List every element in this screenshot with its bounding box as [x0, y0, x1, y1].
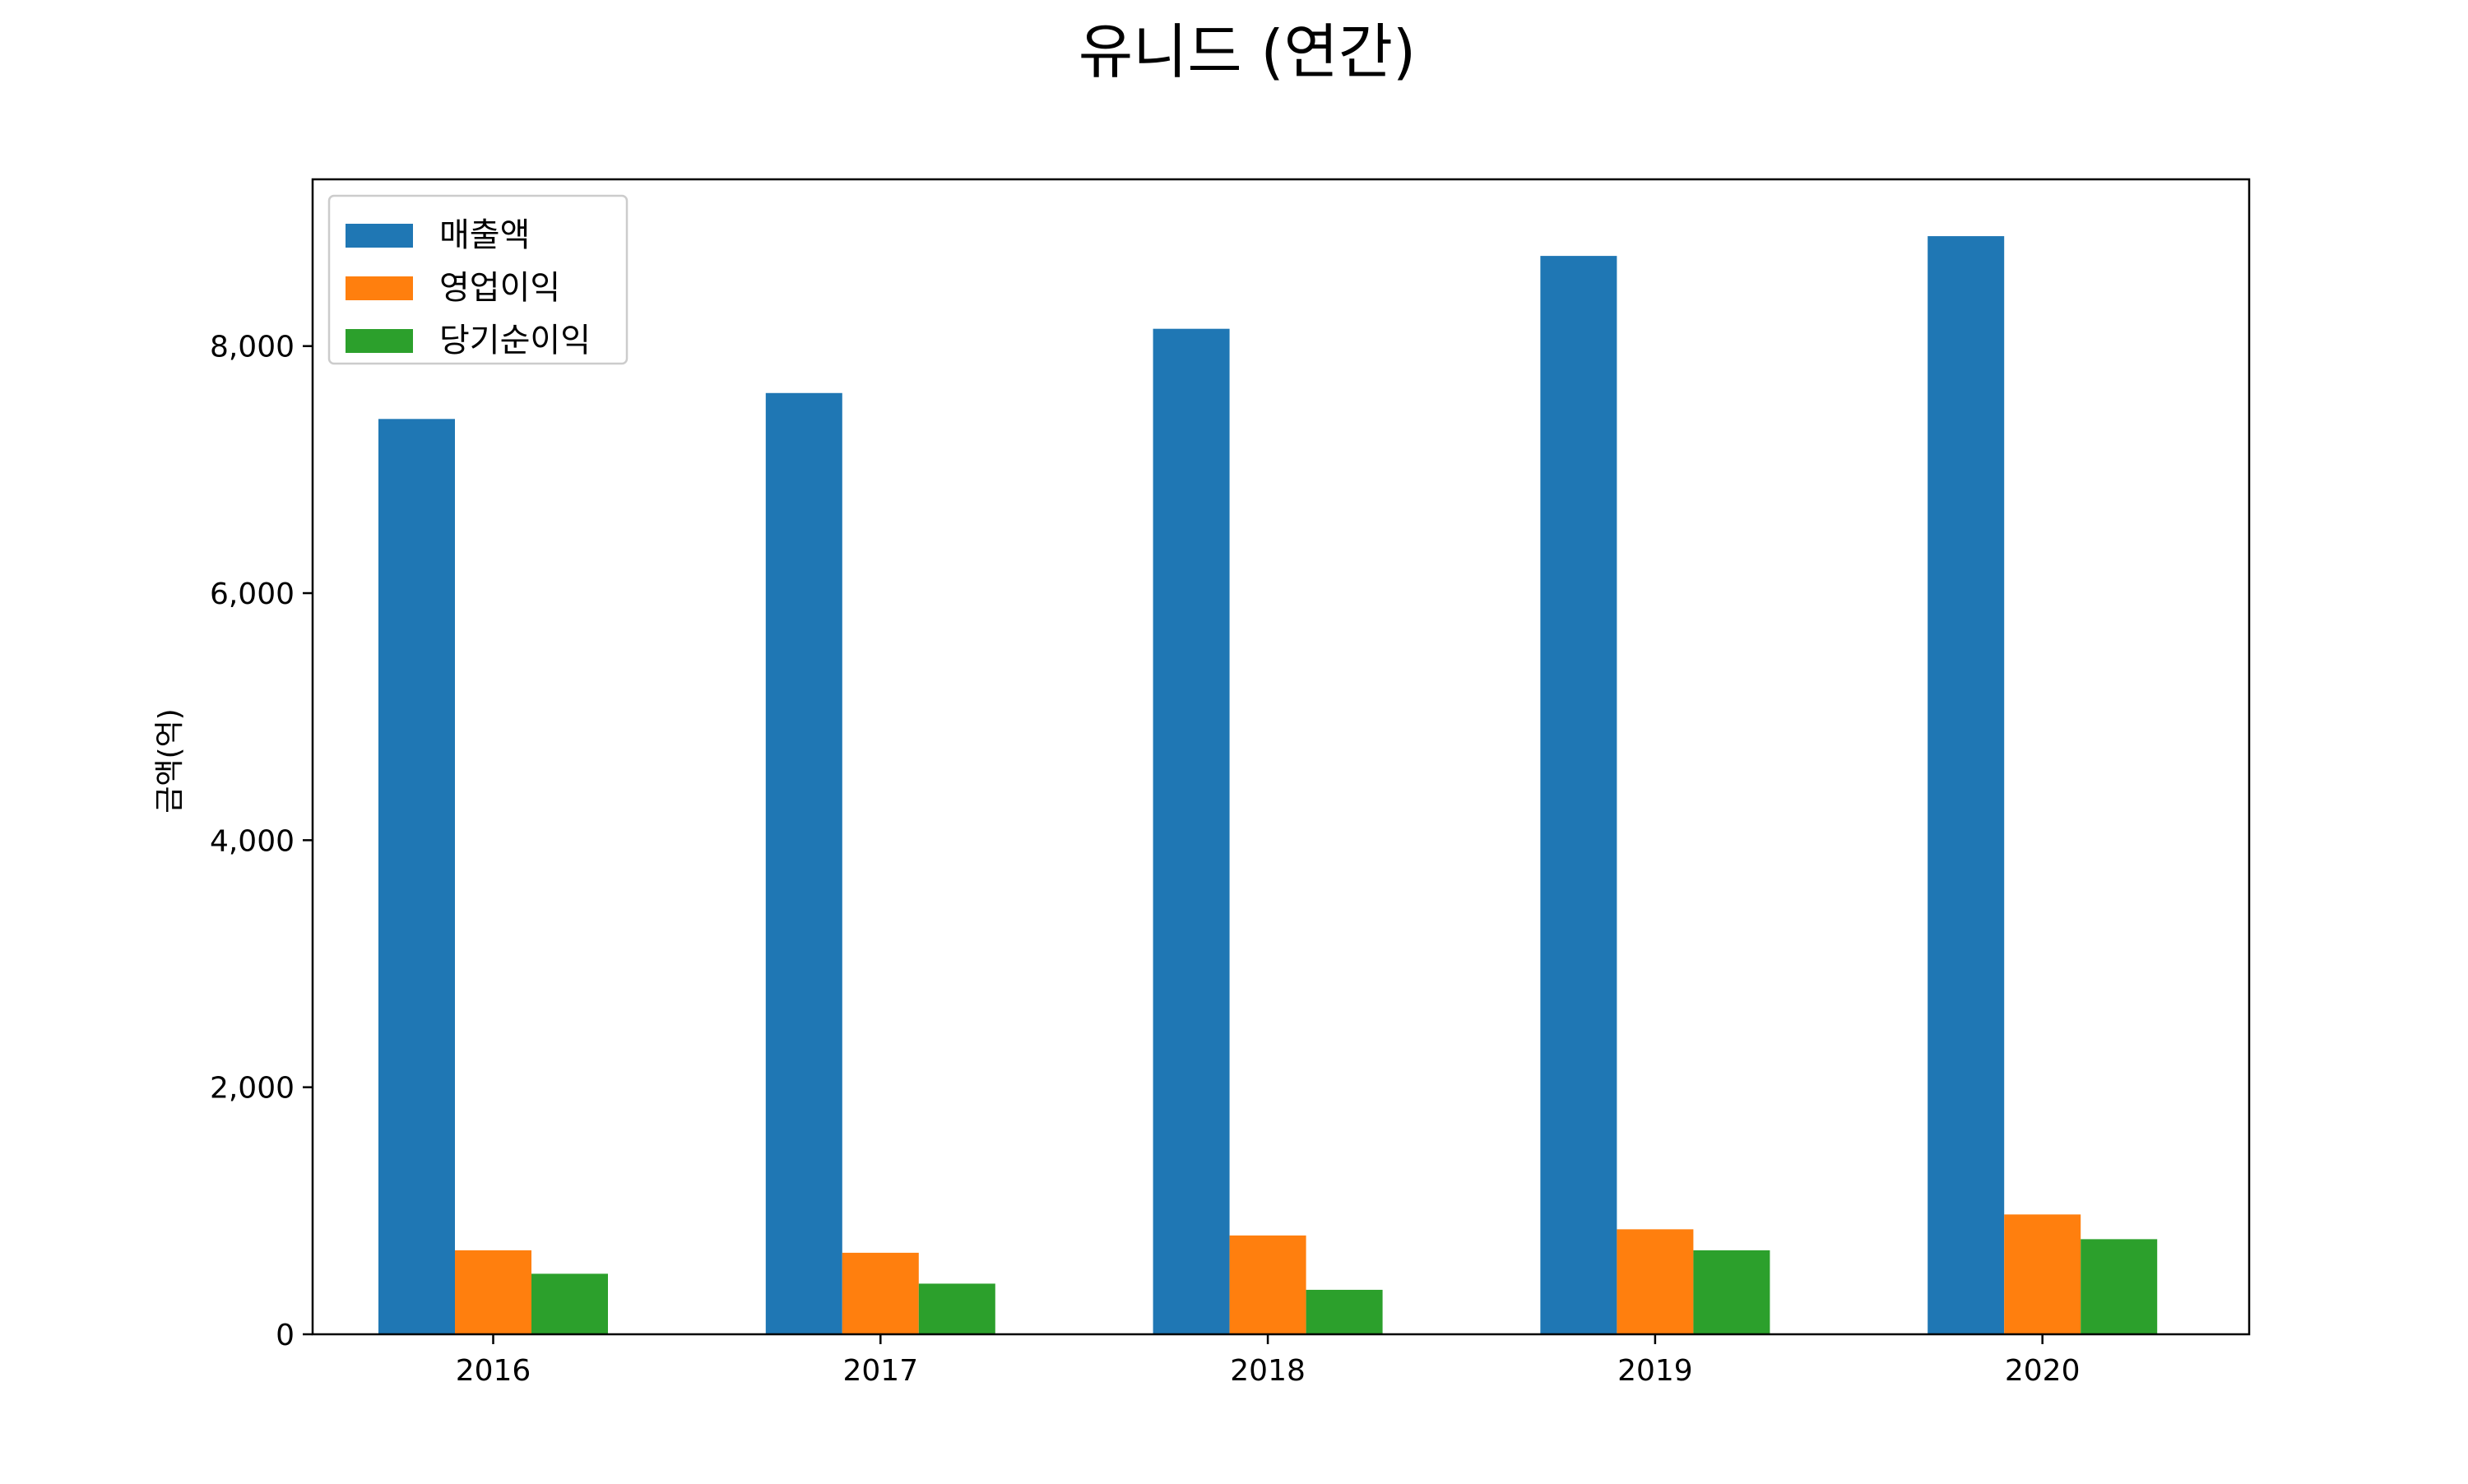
y-tick-label: 6,000 [210, 577, 295, 611]
y-tick-label: 4,000 [210, 824, 295, 858]
legend-swatch [346, 224, 413, 248]
bar-1-2016 [378, 419, 455, 1334]
bar-3-2017 [918, 1283, 995, 1334]
bar-2-2017 [842, 1252, 919, 1334]
y-tick-label: 8,000 [210, 331, 295, 364]
bar-2-2019 [1617, 1229, 1694, 1334]
bar-3-2020 [2081, 1239, 2158, 1334]
bar-1-2017 [765, 392, 842, 1334]
bar-1-2018 [1153, 328, 1230, 1335]
plot-frame [311, 178, 2251, 1336]
y-tick-label: 0 [276, 1319, 295, 1352]
bar-2-2020 [2004, 1214, 2081, 1334]
legend-label: 매출액 [439, 216, 530, 254]
legend-label: 영업이익 [439, 269, 560, 307]
x-tick-label: 2017 [842, 1354, 918, 1388]
bars-layer [378, 236, 2158, 1335]
x-tick-label: 2019 [1617, 1354, 1693, 1388]
x-tick-label: 2016 [456, 1354, 531, 1388]
y-axis-label: 금액(억) [153, 708, 187, 813]
legend-label: 당기순이익 [439, 322, 591, 359]
x-tick-label: 2018 [1230, 1354, 1306, 1388]
chart-title: 유니드 (연간) [1079, 17, 1416, 86]
bar-3-2019 [1693, 1250, 1770, 1334]
legend-swatch [346, 329, 413, 353]
x-tick-label: 2020 [2005, 1354, 2081, 1388]
bar-1-2020 [1928, 236, 2005, 1335]
axes-layer: 0 2,000 4,000 6,000 8,000 2016 2017 2018 2019 202… [210, 178, 2251, 1388]
bar-2-2018 [1229, 1235, 1306, 1334]
bar-3-2016 [531, 1273, 608, 1334]
bar-2-2016 [455, 1250, 531, 1334]
bar-3-2018 [1306, 1289, 1383, 1334]
bar-1-2019 [1540, 256, 1617, 1334]
y-tick-label: 2,000 [210, 1072, 295, 1106]
legend-swatch [346, 276, 413, 300]
